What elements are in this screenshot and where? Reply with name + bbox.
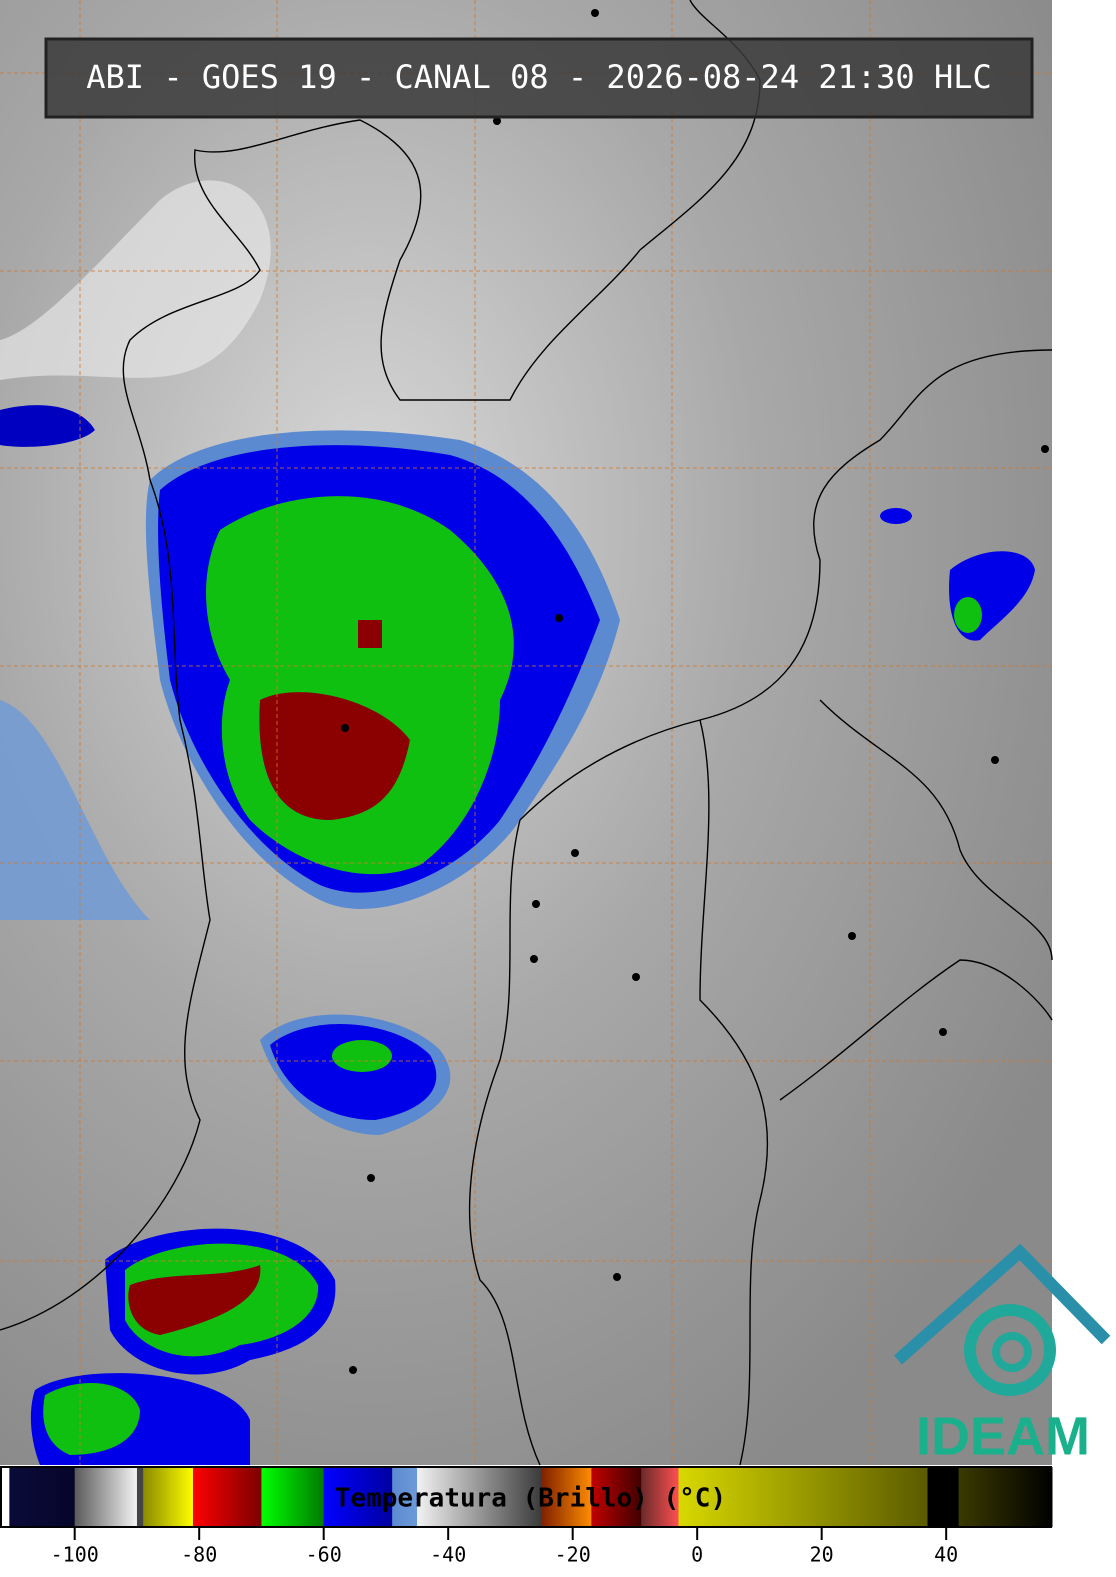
colorbar-label: Temperatura (Brillo) (°C) <box>335 1484 726 1514</box>
title-box: ABI - GOES 19 - CANAL 08 - 2026-08-24 21… <box>44 37 1034 119</box>
colorbar-segment <box>541 1467 592 1527</box>
title: ABI - GOES 19 - CANAL 08 - 2026-08-24 21… <box>86 58 991 96</box>
colorbar: Temperatura (Brillo) (°C) -100 -80 -60 -40 -2… <box>0 1466 1053 1567</box>
tick-label: 0 <box>691 1543 703 1567</box>
colorbar-segment <box>392 1467 418 1527</box>
colorbar-segment <box>74 1467 138 1527</box>
borders <box>0 0 1053 1466</box>
tick-label: 40 <box>934 1543 958 1567</box>
colorbar-segment <box>136 1467 144 1527</box>
colorbar-segment <box>0 1467 10 1527</box>
colorbar-frame <box>0 1466 1052 1528</box>
colorbar-segment <box>261 1467 325 1527</box>
colorbar-segment <box>143 1467 194 1527</box>
colorbar-segment <box>417 1467 543 1527</box>
logo: IDEAM <box>894 1243 1111 1466</box>
colorbar-segment <box>958 1467 1053 1527</box>
tick-label: -100 <box>51 1543 99 1567</box>
tick-label: -40 <box>430 1543 466 1567</box>
tick-label: -20 <box>555 1543 591 1567</box>
tick-label: -60 <box>306 1543 342 1567</box>
tick-label: 20 <box>810 1543 834 1567</box>
colorbar-segment <box>192 1467 262 1527</box>
colorbar-segment <box>591 1467 642 1527</box>
logo-text: IDEAM <box>916 1406 1090 1466</box>
colorbar-segment <box>927 1467 960 1527</box>
colorbar-segment <box>9 1467 76 1527</box>
colorbar-segment <box>678 1467 929 1527</box>
colorbar-segment <box>323 1467 393 1527</box>
satellite-image <box>0 0 1052 1465</box>
tick-label: -80 <box>181 1543 217 1567</box>
colorbar-segment <box>641 1467 680 1527</box>
cities <box>341 9 1049 1374</box>
